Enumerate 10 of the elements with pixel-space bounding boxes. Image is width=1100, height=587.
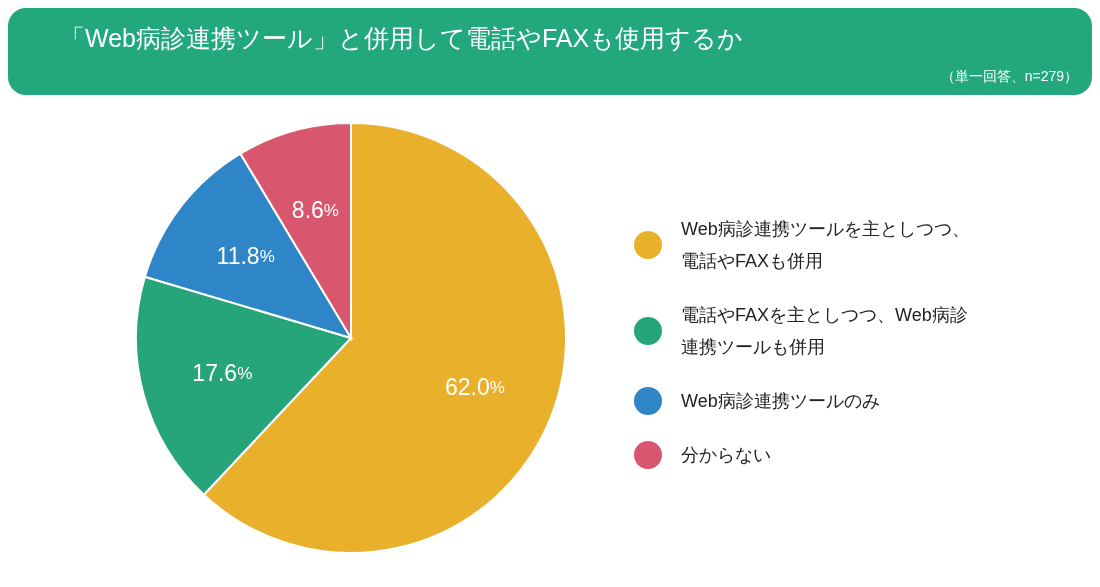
data-label: 62.0% bbox=[444, 374, 505, 401]
text: （単一回答、n=279） bbox=[940, 68, 1078, 86]
legend-label: Web病診連携ツールのみ bbox=[681, 390, 881, 413]
data-label: 8.6% bbox=[291, 196, 339, 223]
legend-label: 電話やFAXを主としつつ、Web病診連携ツールも併用 bbox=[681, 304, 969, 359]
legend-label: Web病診連携ツールを主としつつ、電話やFAXも併用 bbox=[681, 218, 971, 273]
data-label: 17.6% bbox=[192, 359, 253, 386]
legend-label: 分からない bbox=[681, 444, 772, 467]
data-label: 11.8% bbox=[216, 243, 275, 270]
chart-title: 「Web病診連携ツール」と併用して電話やFAXも使用するか bbox=[60, 23, 744, 54]
